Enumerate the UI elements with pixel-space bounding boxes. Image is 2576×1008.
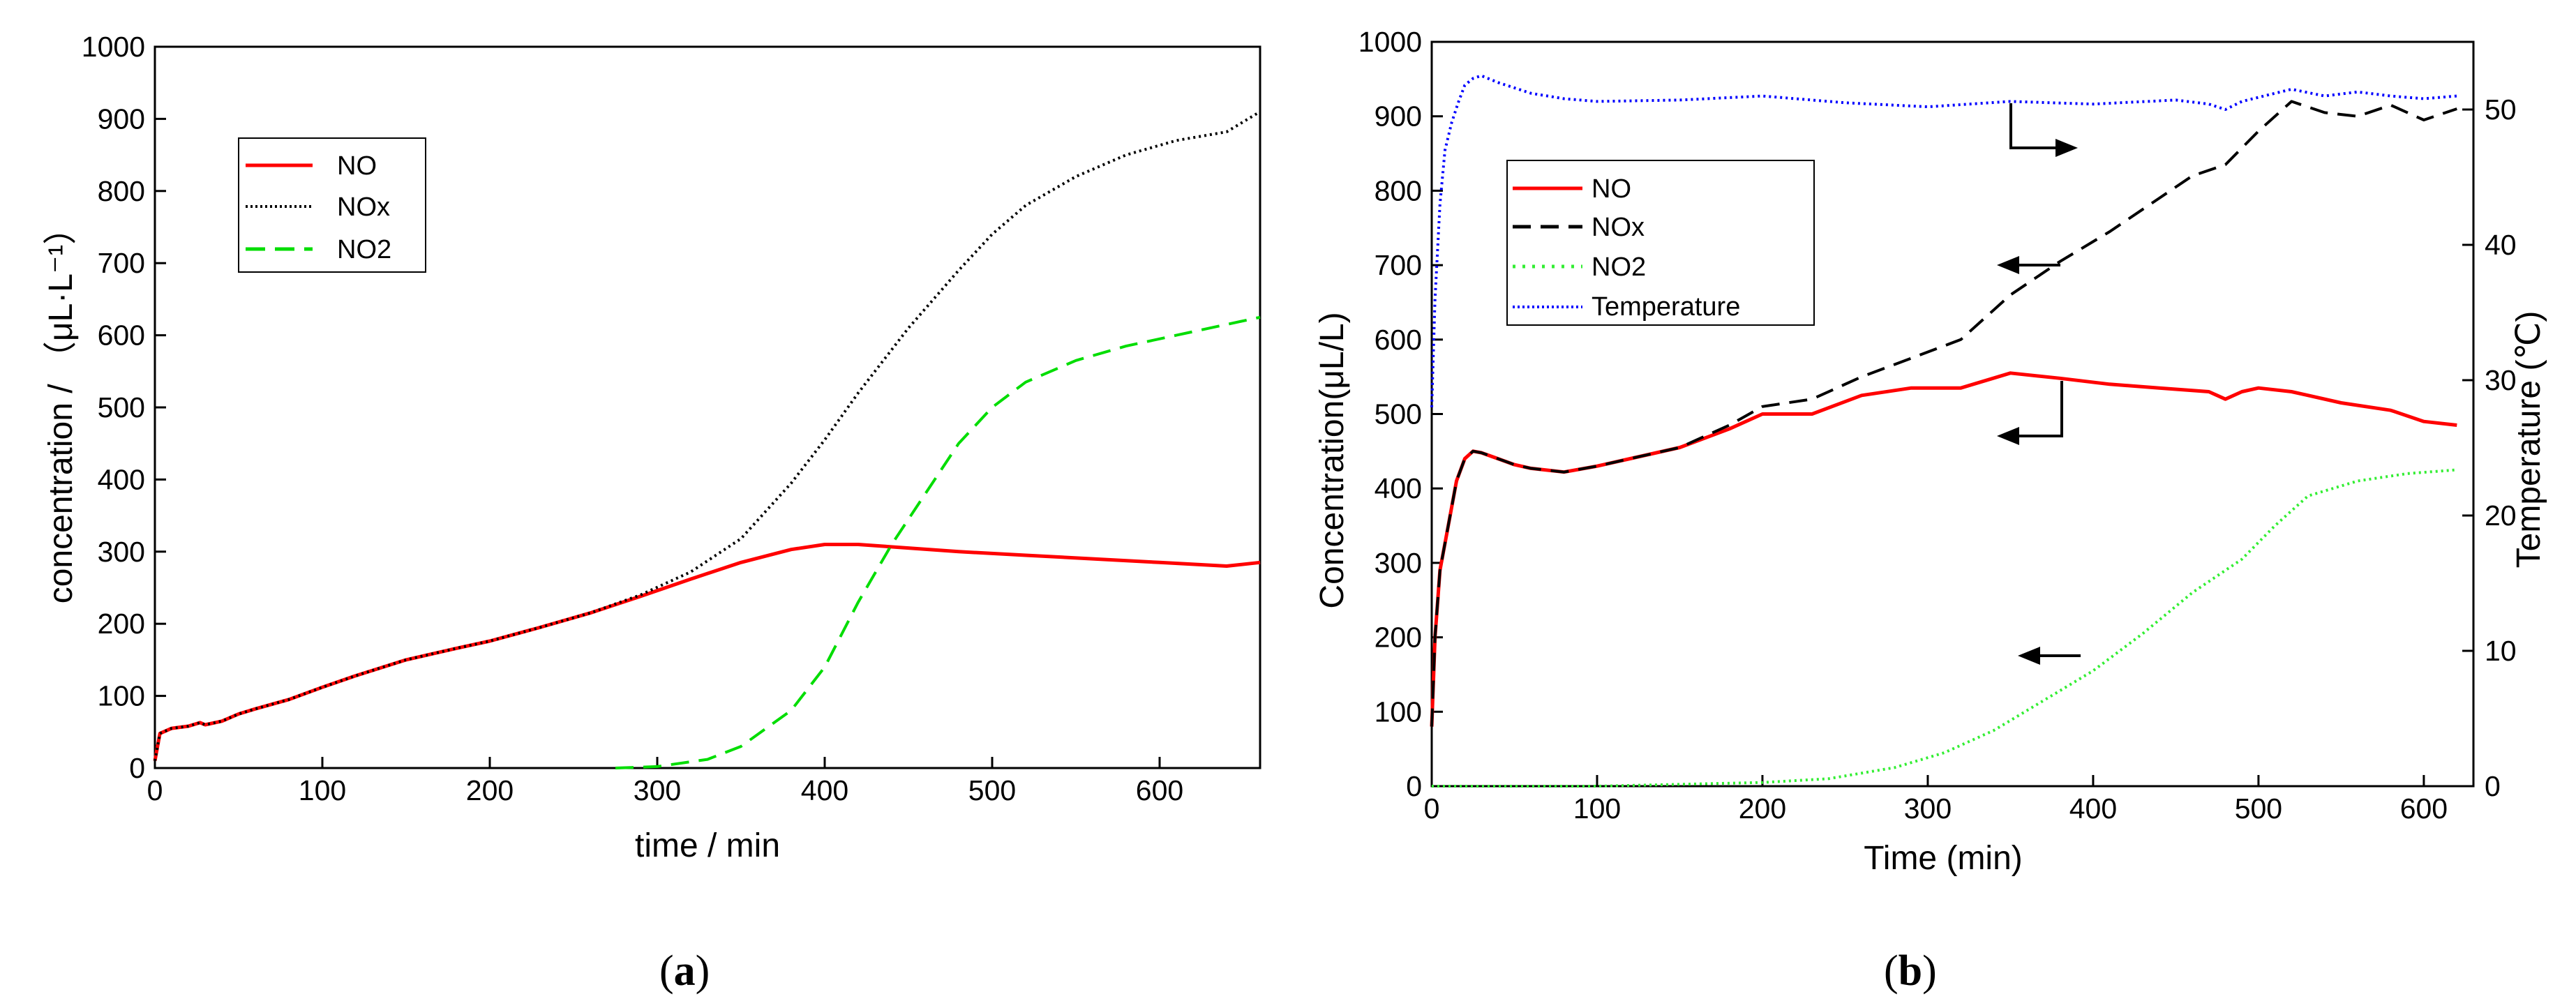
x-tick-label-a-100: 100 bbox=[299, 774, 346, 806]
y-tick-label-b-700: 700 bbox=[1375, 249, 1422, 281]
x-axis-label-a: time / min bbox=[635, 827, 780, 864]
annotation-arrows-b bbox=[1997, 103, 2081, 665]
x-tick-label-b-200: 200 bbox=[1739, 792, 1786, 825]
x-tick-label-a-300: 300 bbox=[634, 774, 681, 806]
series-line-b-nox bbox=[1430, 100, 2457, 727]
series-line-a-no bbox=[153, 543, 1261, 762]
y2-tick-label-b-20: 20 bbox=[2485, 499, 2517, 532]
x-tick-label-b-0: 0 bbox=[1424, 792, 1440, 825]
y-tick-label-a-700: 700 bbox=[98, 247, 145, 279]
arrow-nox-left bbox=[1997, 256, 2060, 274]
y-tick-label-a-300: 300 bbox=[98, 536, 145, 568]
legend-a: NO NOx NO2 bbox=[238, 137, 426, 273]
y-tick-label-a-400: 400 bbox=[98, 463, 145, 495]
y-tick-label-b-600: 600 bbox=[1375, 324, 1422, 356]
y2-tick-label-b-0: 0 bbox=[2485, 770, 2501, 802]
plot-frame-b bbox=[1430, 40, 2475, 788]
y-tick-label-a-900: 900 bbox=[98, 103, 145, 135]
legend-b: NO NOx NO2 Temperature bbox=[1506, 160, 1815, 326]
y-tick-label-b-900: 900 bbox=[1375, 100, 1422, 133]
x-tick-label-a-400: 400 bbox=[801, 774, 848, 806]
y-tick-label-a-500: 500 bbox=[98, 391, 145, 423]
panel-caption-b: (b) bbox=[1884, 947, 1937, 995]
x-tick-label-b-300: 300 bbox=[1904, 792, 1952, 825]
y-tick-label-b-300: 300 bbox=[1375, 547, 1422, 579]
y-tick-label-b-200: 200 bbox=[1375, 622, 1422, 654]
y-tick-label-b-100: 100 bbox=[1375, 695, 1422, 728]
y-axis-label-a: concentration / （μL·L⁻¹） bbox=[43, 211, 80, 604]
y-axis-label-b: Concentration(μL/L) bbox=[1314, 312, 1351, 608]
legend-box-a bbox=[238, 137, 426, 273]
x-tick-label-a-600: 600 bbox=[1136, 774, 1183, 806]
y-tick-label-a-1000: 1000 bbox=[82, 31, 145, 63]
x-tick-label-a-500: 500 bbox=[968, 774, 1016, 806]
arrow-no-left bbox=[1997, 381, 2063, 445]
legend-label-b-nox: NOx bbox=[1592, 213, 1645, 242]
y-tick-label-a-600: 600 bbox=[98, 319, 145, 352]
x-axis-label-b: Time (min) bbox=[1864, 840, 2023, 877]
y-tick-label-b-800: 800 bbox=[1375, 174, 1422, 206]
chart-panel-b: 0 100 200 300 400 500 600010020030040050060070… bbox=[1314, 26, 2547, 995]
y-tick-label-a-0: 0 bbox=[129, 752, 145, 784]
y2-tick-label-b-50: 50 bbox=[2485, 93, 2517, 126]
y2-axis-label-b: Temperature (℃) bbox=[2510, 311, 2547, 569]
arrow-no2-left bbox=[2018, 647, 2081, 665]
legend-label-b-no: NO bbox=[1592, 174, 1631, 204]
arrow-temperature-right bbox=[2009, 103, 2078, 157]
x-tick-label-a-200: 200 bbox=[466, 774, 514, 806]
y2-tick-label-b-10: 10 bbox=[2485, 635, 2517, 667]
y-tick-label-b-1000: 1000 bbox=[1358, 26, 1422, 58]
series-line-b-no bbox=[1430, 371, 2457, 727]
y-tick-label-b-0: 0 bbox=[1406, 770, 1422, 802]
chart-panel-a: 0 100 200 300 400 500 600 0 100 200 300 400 500 600 70… bbox=[43, 31, 1261, 995]
series-line-a-nox bbox=[153, 110, 1261, 762]
series-line-b-temperature bbox=[1430, 74, 2457, 407]
y-tick-label-b-500: 500 bbox=[1375, 398, 1422, 430]
legend-label-b-no2: NO2 bbox=[1592, 253, 1646, 282]
panel-caption-a: (a) bbox=[659, 947, 710, 995]
x-tick-label-b-600: 600 bbox=[2400, 792, 2448, 825]
series-line-b-no2 bbox=[1432, 468, 2457, 788]
legend-label-a-no2: NO2 bbox=[337, 235, 391, 264]
y-tick-label-b-400: 400 bbox=[1375, 472, 1422, 504]
x-tick-label-b-100: 100 bbox=[1573, 792, 1621, 825]
legend-label-a-nox: NOx bbox=[337, 193, 390, 222]
y2-tick-label-b-40: 40 bbox=[2485, 229, 2517, 261]
x-tick-label-a-0: 0 bbox=[147, 774, 163, 806]
x-tick-label-b-400: 400 bbox=[2069, 792, 2117, 825]
y-tick-label-a-100: 100 bbox=[98, 680, 145, 712]
y-tick-label-a-200: 200 bbox=[98, 608, 145, 640]
x-tick-label-b-500: 500 bbox=[2235, 792, 2282, 825]
legend-label-a-no: NO bbox=[337, 151, 377, 181]
series-line-a-no2 bbox=[615, 315, 1261, 769]
legend-label-b-temperature: Temperature bbox=[1592, 292, 1740, 322]
y-tick-label-a-800: 800 bbox=[98, 175, 145, 207]
y2-tick-label-b-30: 30 bbox=[2485, 364, 2517, 396]
